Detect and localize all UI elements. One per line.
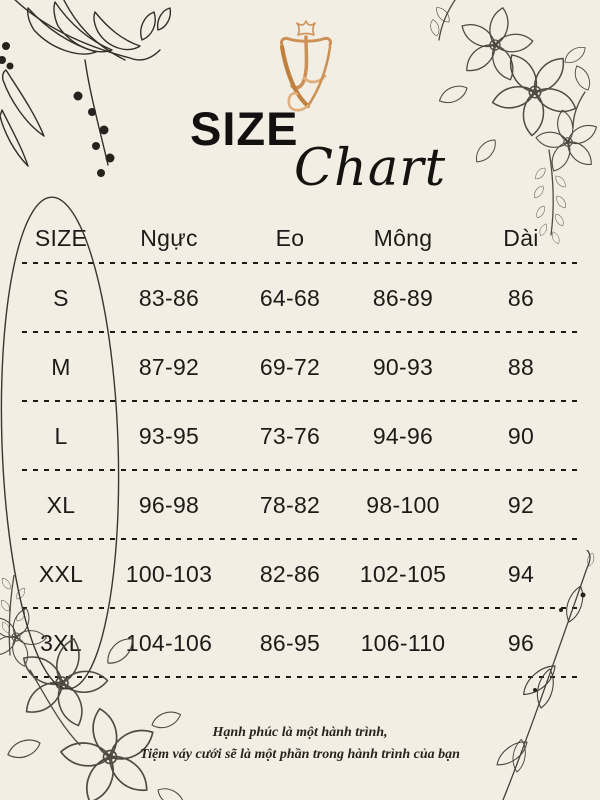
table-row: XXL 100-103 82-86 102-105 94 <box>22 540 578 609</box>
table-row: S 83-86 64-68 86-89 86 <box>22 264 578 333</box>
table-cell: 104-106 <box>125 630 213 656</box>
table-cell: 98-100 <box>366 492 440 518</box>
table-cell: 82-86 <box>259 561 321 587</box>
table-cell: 92 <box>507 492 535 518</box>
table-cell: 86 <box>507 285 535 311</box>
table-cell: 86-95 <box>259 630 321 656</box>
footer-quote: Hạnh phúc là một hành trình, Tiệm váy cư… <box>0 722 600 766</box>
size-table: SIZE Ngực Eo Mông Dài S 83-86 64-68 86-8… <box>22 212 578 678</box>
table-cell: 93-95 <box>138 423 200 449</box>
table-cell: L <box>54 423 68 449</box>
table-cell: 88 <box>507 354 535 380</box>
table-cell: S <box>53 285 69 311</box>
table-cell: 3XL <box>40 630 82 656</box>
table-cell: 73-76 <box>259 423 321 449</box>
table-cell: M <box>51 354 71 380</box>
table-cell: 96-98 <box>138 492 200 518</box>
table-row: L 93-95 73-76 94-96 90 <box>22 402 578 471</box>
table-cell: 83-86 <box>138 285 200 311</box>
col-header-size: SIZE <box>34 224 88 251</box>
col-header-nguc: Ngực <box>140 224 198 251</box>
table-cell: 64-68 <box>259 285 321 311</box>
table-cell: 102-105 <box>359 561 447 587</box>
table-cell: 87-92 <box>138 354 200 380</box>
footer-quote-line1: Hạnh phúc là một hành trình, <box>212 725 388 740</box>
table-cell: 78-82 <box>259 492 321 518</box>
col-header-eo: Eo <box>275 224 305 251</box>
table-row: M 87-92 69-72 90-93 88 <box>22 333 578 402</box>
table-cell: 86-89 <box>372 285 434 311</box>
brand-crown-monogram-icon <box>279 20 332 112</box>
table-cell: 94-96 <box>372 423 434 449</box>
table-header-row: SIZE Ngực Eo Mông Dài <box>22 212 578 264</box>
col-header-mong: Mông <box>373 224 433 251</box>
table-row: 3XL 104-106 86-95 106-110 96 <box>22 609 578 678</box>
table-cell: 90-93 <box>372 354 434 380</box>
table-cell: XXL <box>38 561 84 587</box>
floral-decoration-top-right <box>428 0 600 245</box>
table-cell: 100-103 <box>125 561 213 587</box>
page-subtitle: Chart <box>294 139 447 198</box>
table-cell: XL <box>46 492 76 518</box>
col-header-dai: Dài <box>503 224 539 251</box>
table-cell: 69-72 <box>259 354 321 380</box>
footer-quote-line2: Tiệm váy cưới sẽ là một phần trong hành … <box>140 747 460 762</box>
table-cell: 94 <box>507 561 535 587</box>
floral-decoration-top-left <box>0 0 172 177</box>
table-row: XL 96-98 78-82 98-100 92 <box>22 471 578 540</box>
berry-dots <box>0 42 115 177</box>
page-title: SIZE <box>190 102 299 155</box>
table-cell: 106-110 <box>360 630 446 656</box>
table-cell: 90 <box>507 423 535 449</box>
table-cell: 96 <box>507 630 535 656</box>
